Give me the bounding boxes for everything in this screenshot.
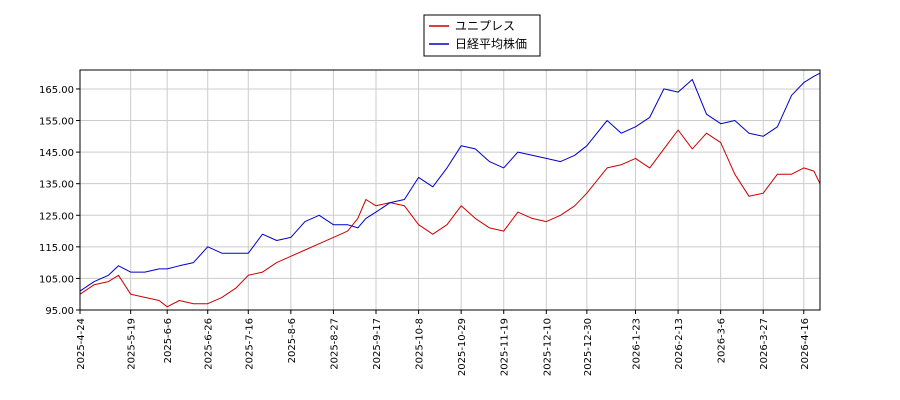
x-tick-label: 2025-12-10 xyxy=(542,318,553,376)
y-tick-label: 165.00 xyxy=(39,85,74,96)
x-tick-label: 2026-4-16 xyxy=(800,318,811,370)
x-tick-label: 2025-4-24 xyxy=(76,318,87,370)
legend-label-series-1: ユニプレス xyxy=(455,19,515,33)
x-tick-label: 2026-3-6 xyxy=(717,318,728,363)
series-line-2 xyxy=(79,72,821,292)
x-tick-label: 2026-3-27 xyxy=(759,318,770,370)
x-tick-label: 2025-8-6 xyxy=(287,318,298,363)
y-tick-label: 145.00 xyxy=(39,148,74,159)
x-tick-label: 2025-9-17 xyxy=(372,318,383,370)
x-tick-label: 2025-6-26 xyxy=(204,318,215,370)
x-tick-label: 2025-8-27 xyxy=(329,318,340,370)
x-tick-label: 2025-12-30 xyxy=(583,318,594,376)
x-tick-label: 2025-10-29 xyxy=(457,318,468,376)
x-tick-label: 2025-6-6 xyxy=(163,318,174,363)
x-axis: 2025-4-24 2025-5-19 2025-6-6 2025-6-26 2025-… xyxy=(76,310,811,376)
series-lines xyxy=(79,72,821,308)
x-tick-label: 2025-10-8 xyxy=(415,318,426,370)
x-tick-label: 2026-1-23 xyxy=(632,318,643,370)
x-tick-label: 2025-11-19 xyxy=(500,318,511,376)
legend-label-series-2: 日経平均株価 xyxy=(455,36,527,51)
y-tick-label: 95.00 xyxy=(45,306,74,317)
legend: ユニプレス 日経平均株価 xyxy=(423,14,541,57)
plot-frame xyxy=(79,69,821,311)
legend-box xyxy=(423,14,541,57)
x-tick-label: 2025-5-19 xyxy=(127,318,138,370)
y-tick-label: 135.00 xyxy=(39,180,74,191)
series-line-1 xyxy=(79,129,821,308)
y-tick-label: 115.00 xyxy=(39,243,74,254)
grid-lines xyxy=(80,70,820,310)
y-axis: 95.00 105.00 115.00 125.00 135.00 145.00 155.0… xyxy=(39,85,80,317)
y-tick-label: 105.00 xyxy=(39,274,74,285)
y-tick-label: 125.00 xyxy=(39,211,74,222)
x-tick-label: 2026-2-13 xyxy=(674,318,685,370)
x-tick-label: 2025-7-16 xyxy=(244,318,255,370)
y-tick-label: 155.00 xyxy=(39,117,74,128)
